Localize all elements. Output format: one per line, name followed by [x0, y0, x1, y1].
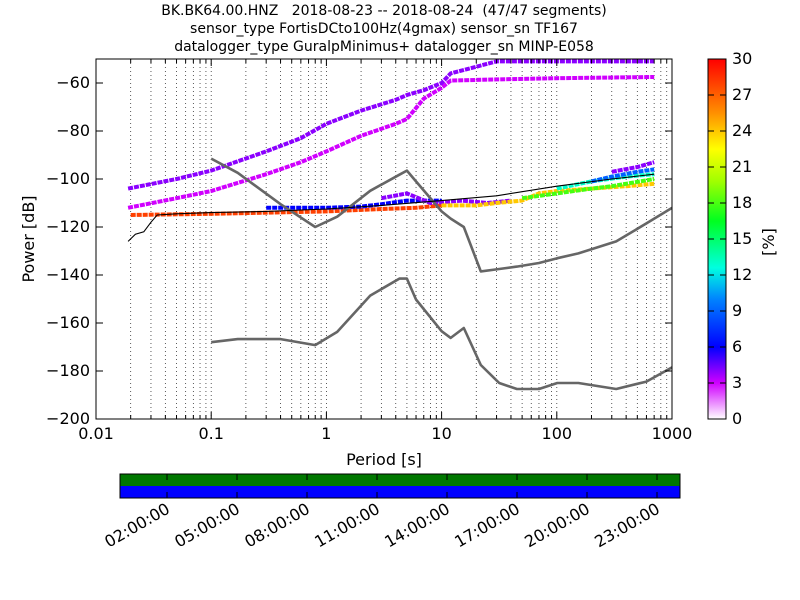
- timeline-tick-label: 11:00:00: [311, 499, 383, 551]
- colorbar: 0 3 6 9 12 15 18 21 24 27 30 [%]: [707, 49, 778, 428]
- timeline-frame: [119, 473, 681, 499]
- colorbar-label: [%]: [759, 228, 778, 256]
- density-band: [127, 75, 655, 210]
- timeline-track-bottom: [120, 486, 680, 498]
- density-band: [127, 59, 655, 191]
- y-tick-label: −140: [46, 265, 90, 284]
- x-tick-label: 1: [321, 424, 331, 443]
- colorbar-tick-label: 0: [732, 409, 742, 428]
- density-band: [130, 203, 442, 217]
- x-tick-label: 0.1: [198, 424, 223, 443]
- y-tick-label: −80: [56, 121, 90, 140]
- y-tick-label: −200: [46, 409, 90, 428]
- density-band: [521, 177, 655, 201]
- y-tick-label: −160: [46, 313, 90, 332]
- noise-models: [210, 157, 672, 391]
- colorbar-tick-label: 3: [732, 373, 742, 392]
- mode-curve: [127, 173, 655, 242]
- title-line-2: sensor_type FortisDCto100Hz(4gmax) senso…: [190, 21, 578, 37]
- x-axis-label: Period [s]: [346, 450, 422, 469]
- x-tick-label: 10: [431, 424, 451, 443]
- x-tick-label: 1000: [652, 424, 693, 443]
- timeline-tick-label: 23:00:00: [591, 499, 663, 551]
- density-band: [591, 167, 655, 184]
- timeline: 02:00:0005:00:0008:00:0011:00:0014:00:00…: [101, 473, 681, 551]
- colorbar-tick-label: 15: [732, 229, 752, 248]
- colorbar-tick-label: 6: [732, 337, 742, 356]
- x-tick-label: 100: [542, 424, 573, 443]
- colorbar-tick-label: 24: [732, 121, 752, 140]
- timeline-tick-label: 20:00:00: [521, 499, 593, 551]
- colorbar-tick-label: 30: [732, 49, 752, 68]
- y-tick-label: −120: [46, 217, 90, 236]
- colorbar-ticks: 0 3 6 9 12 15 18 21 24 27 30: [708, 49, 752, 428]
- noise-model-lower: [211, 277, 672, 391]
- timeline-tick-label: 05:00:00: [171, 499, 243, 551]
- timeline-tick-label: 02:00:00: [101, 499, 173, 551]
- x-axis: 0.01 0.1 1 10 100 1000: [78, 59, 692, 443]
- y-axis-label: Power [dB]: [19, 195, 38, 282]
- mode-line: [127, 173, 655, 242]
- timeline-tick-label: 17:00:00: [451, 499, 523, 551]
- colorbar-tick-label: 21: [732, 157, 752, 176]
- y-tick-label: −60: [56, 73, 90, 92]
- colorbar-tick-label: 18: [732, 193, 752, 212]
- timeline-tick-label: 14:00:00: [381, 499, 453, 551]
- y-tick-label: −100: [46, 169, 90, 188]
- colorbar-tick-label: 27: [732, 85, 752, 104]
- timeline-track-top: [120, 474, 680, 486]
- y-tick-label: −180: [46, 361, 90, 380]
- y-axis: −200 −180 −160 −140 −120 −100 −80 −60: [46, 73, 672, 428]
- density-band: [611, 160, 655, 174]
- grid-lines: [130, 59, 668, 419]
- noise-model-upper: [210, 157, 672, 273]
- title-line-3: datalogger_type GuralpMinimus+ datalogge…: [174, 39, 594, 55]
- plot-frame: [95, 58, 673, 420]
- title-line-1: BK.BK64.00.HNZ 2018-08-23 -- 2018-08-24 …: [161, 3, 607, 19]
- plot-area: [96, 59, 672, 419]
- timeline-tick-label: 08:00:00: [241, 499, 313, 551]
- density-band: [266, 198, 442, 210]
- colorbar-tick-label: 9: [732, 301, 742, 320]
- colorbar-tick-label: 12: [732, 265, 752, 284]
- x-tick-label: 0.01: [78, 424, 114, 443]
